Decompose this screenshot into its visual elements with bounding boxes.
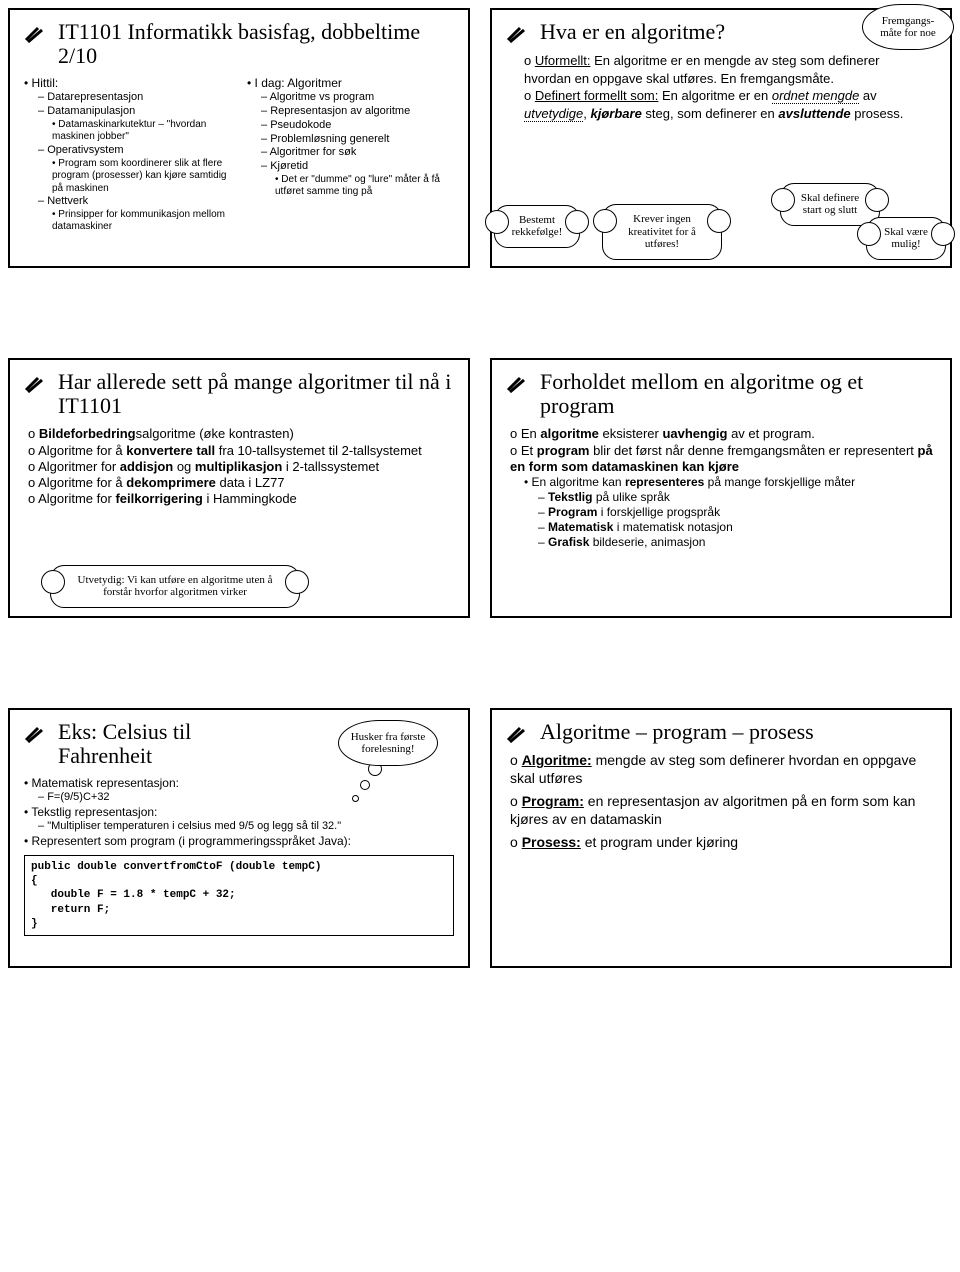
bullet: Datarepresentasjon <box>24 91 231 105</box>
bullet: Hittil: <box>24 76 231 91</box>
code-block: public double convertfromCtoF (double te… <box>24 855 454 936</box>
bullet: Matematisk representasjon: <box>24 776 454 791</box>
slide-3: Har allerede sett på mange algoritmer ti… <box>8 358 470 618</box>
bullet: Datamanipulasjon <box>24 105 231 119</box>
bullet: Program som koordinerer slik at flere pr… <box>24 158 231 196</box>
bullet: Algoritmer for søk <box>247 146 454 160</box>
bullet: Datamaskinarkutektur – "hvordan maskinen… <box>24 119 231 144</box>
cloud-annotation: Krever ingen kreativitet for å utføres! <box>602 204 722 260</box>
bullet: Program i forskjellige progspråk <box>506 505 936 520</box>
bullet: Program: en representasjon av algoritmen… <box>506 793 936 828</box>
marker-icon <box>24 26 50 44</box>
marker-icon <box>506 726 532 744</box>
cloud-annotation: Husker fra første forelesning! <box>338 720 438 766</box>
marker-icon <box>24 726 50 744</box>
slide-5: Eks: Celsius til Fahrenheit Matematisk r… <box>8 708 470 968</box>
slide-grid: IT1101 Informatikk basisfag, dobbeltime … <box>8 8 952 968</box>
slide-6: Algoritme – program – prosess Algoritme:… <box>490 708 952 968</box>
slide-title: Forholdet mellom en algoritme og et prog… <box>540 370 936 418</box>
bullet: Grafisk bildeserie, animasjon <box>506 535 936 550</box>
slide-title: IT1101 Informatikk basisfag, dobbeltime … <box>58 20 454 68</box>
marker-icon <box>506 376 532 394</box>
cloud-annotation: Skal være mulig! <box>866 217 946 260</box>
bullet: Representasjon av algoritme <box>247 105 454 119</box>
bullet: Pseudokode <box>247 119 454 133</box>
bullet: Algoritme: mengde av steg som definerer … <box>506 752 936 787</box>
bullet: F=(9/5)C+32 <box>24 791 454 805</box>
slide-2: Hva er en algoritme? o Uformellt: En alg… <box>490 8 952 268</box>
bullet: Prinsipper for kommunikasjon mellom data… <box>24 209 231 234</box>
bullet: Operativsystem <box>24 144 231 158</box>
bullet: En algoritme eksisterer uavhengig av et … <box>506 426 936 442</box>
bullet: Representert som program (i programmerin… <box>24 834 454 849</box>
bullet: Det er "dumme" og "lure" måter å få utfø… <box>247 174 454 199</box>
bullet: Algoritme for å dekomprimere data i LZ77 <box>24 475 454 491</box>
bullet: Algoritme for å konvertere tall fra 10-t… <box>24 443 454 459</box>
slide-title: Har allerede sett på mange algoritmer ti… <box>58 370 454 418</box>
bullet: Tekstlig representasjon: <box>24 805 454 820</box>
slide-4: Forholdet mellom en algoritme og et prog… <box>490 358 952 618</box>
bullet: Problemløsning generelt <box>247 133 454 147</box>
cloud-annotation: Fremgangs-måte for noe <box>862 4 954 50</box>
slide-1: IT1101 Informatikk basisfag, dobbeltime … <box>8 8 470 268</box>
bullet: Matematisk i matematisk notasjon <box>506 520 936 535</box>
slide-title: Algoritme – program – prosess <box>540 720 814 744</box>
marker-icon <box>24 376 50 394</box>
bullet: Prosess: et program under kjøring <box>506 834 936 852</box>
bullet: Et program blir det først når denne frem… <box>506 443 936 476</box>
body-text: o Definert formellt som: En algoritme er… <box>524 87 930 122</box>
bullet: Bildeforbedringsalgoritme (øke kontraste… <box>24 426 454 442</box>
bullet: En algoritme kan representeres på mange … <box>506 475 936 490</box>
body-text: o Uformellt: En algoritme er en mengde a… <box>524 52 930 87</box>
bullet: Kjøretid <box>247 160 454 174</box>
marker-icon <box>506 26 532 44</box>
cloud-annotation: Utvetydig: Vi kan utføre en algoritme ut… <box>50 565 300 608</box>
slide-title: Hva er en algoritme? <box>540 20 725 44</box>
cloud-annotation: Bestemt rekkefølge! <box>494 205 580 248</box>
slide-title: Eks: Celsius til Fahrenheit <box>58 720 258 768</box>
bullet: Nettverk <box>24 195 231 209</box>
bullet: Algoritme for feilkorrigering i Hammingk… <box>24 491 454 507</box>
bullet: "Multipliser temperaturen i celsius med … <box>24 820 454 834</box>
bullet: Algoritmer for addisjon og multiplikasjo… <box>24 459 454 475</box>
bullet: Algoritme vs program <box>247 91 454 105</box>
cloud-annotation: Skal definere start og slutt <box>780 183 880 226</box>
bullet: Tekstlig på ulike språk <box>506 490 936 505</box>
bullet: I dag: Algoritmer <box>247 76 454 91</box>
